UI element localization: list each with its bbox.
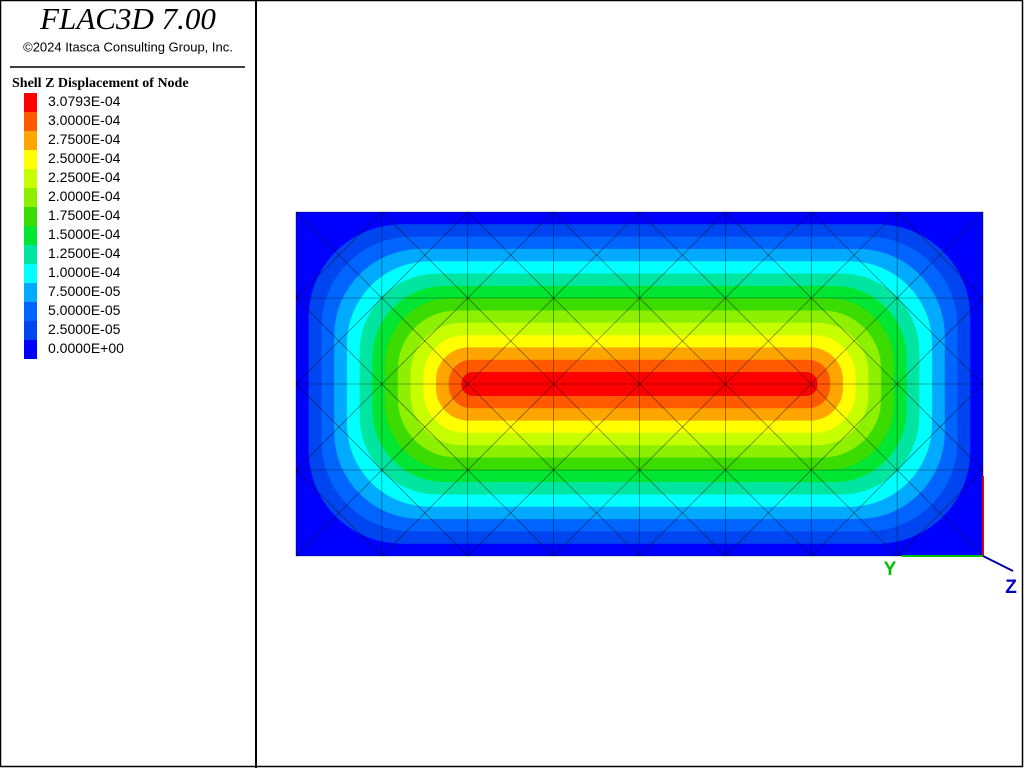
legend-label: 7.5000E-05	[48, 283, 121, 299]
legend-swatch	[24, 188, 37, 207]
legend-label: 5.0000E-05	[48, 302, 121, 318]
mesh-line	[896, 469, 984, 557]
mesh-line	[381, 297, 468, 385]
mesh-line	[811, 297, 898, 385]
legend-label: 1.7500E-04	[48, 207, 121, 223]
mesh-line	[639, 383, 726, 471]
legend-label: 2.2500E-04	[48, 169, 121, 185]
legend-swatch	[24, 302, 37, 321]
legend-label: 2.5000E-04	[48, 150, 121, 166]
mesh-line	[811, 211, 898, 299]
mesh-line	[381, 211, 468, 299]
mesh-line	[467, 211, 554, 299]
legend-swatch	[24, 321, 37, 340]
mesh-line	[553, 211, 640, 299]
copyright: ©2024 Itasca Consulting Group, Inc.	[23, 39, 233, 54]
mesh-line	[725, 469, 812, 557]
legend-label: 2.5000E-05	[48, 321, 121, 337]
legend-title: Shell Z Displacement of Node	[12, 76, 189, 91]
mesh-line	[553, 383, 640, 471]
legend-swatch	[24, 226, 37, 245]
mesh-line	[295, 383, 383, 471]
legend-swatch	[24, 112, 37, 131]
z-axis-label: Z	[1005, 577, 1017, 598]
mesh-line	[896, 383, 984, 471]
mesh-line	[381, 383, 468, 471]
legend-swatch	[24, 340, 37, 359]
mesh-line	[896, 211, 984, 299]
mesh-line	[725, 297, 812, 385]
legend-swatch	[24, 131, 37, 150]
app-title: FLAC3D 7.00	[39, 1, 216, 36]
mesh-line	[553, 297, 640, 385]
mesh-line	[381, 469, 468, 557]
legend-label: 2.7500E-04	[48, 131, 121, 147]
mesh-line	[553, 469, 640, 557]
mesh-line	[639, 211, 726, 299]
mesh-line	[467, 297, 554, 385]
mesh-line	[811, 383, 898, 471]
legend-swatch	[24, 93, 37, 112]
mesh-line	[811, 469, 898, 557]
mesh-line	[467, 383, 554, 471]
legend-label: 0.0000E+00	[48, 340, 124, 356]
y-axis-label: Y	[884, 559, 897, 580]
mesh-line	[639, 469, 726, 557]
mesh-line	[639, 297, 726, 385]
legend-label: 1.5000E-04	[48, 226, 121, 242]
legend-label: 3.0000E-04	[48, 112, 121, 128]
legend-swatch	[24, 150, 37, 169]
legend-label: 1.0000E-04	[48, 264, 121, 280]
mesh-line	[896, 297, 984, 385]
legend-swatch	[24, 245, 37, 264]
legend-swatch	[24, 283, 37, 302]
mesh-line	[467, 469, 554, 557]
mesh-line	[295, 211, 383, 299]
legend-swatch	[24, 169, 37, 188]
legend-label: 3.0793E-04	[48, 93, 121, 109]
legend: 3.0793E-04 3.0000E-04 2.7500E-04 2.5000E-04…	[24, 93, 124, 359]
legend-swatch	[24, 207, 37, 226]
mesh-line	[295, 297, 383, 385]
legend-label: 2.0000E-04	[48, 188, 121, 204]
legend-label: 1.2500E-04	[48, 245, 121, 261]
mesh-line	[295, 469, 383, 557]
mesh-line	[725, 383, 812, 471]
legend-swatch	[24, 264, 37, 283]
contour-plot	[295, 211, 984, 557]
z-axis	[982, 555, 1014, 572]
mesh-line	[725, 211, 812, 299]
axis-triad: Y Z	[884, 476, 1017, 598]
